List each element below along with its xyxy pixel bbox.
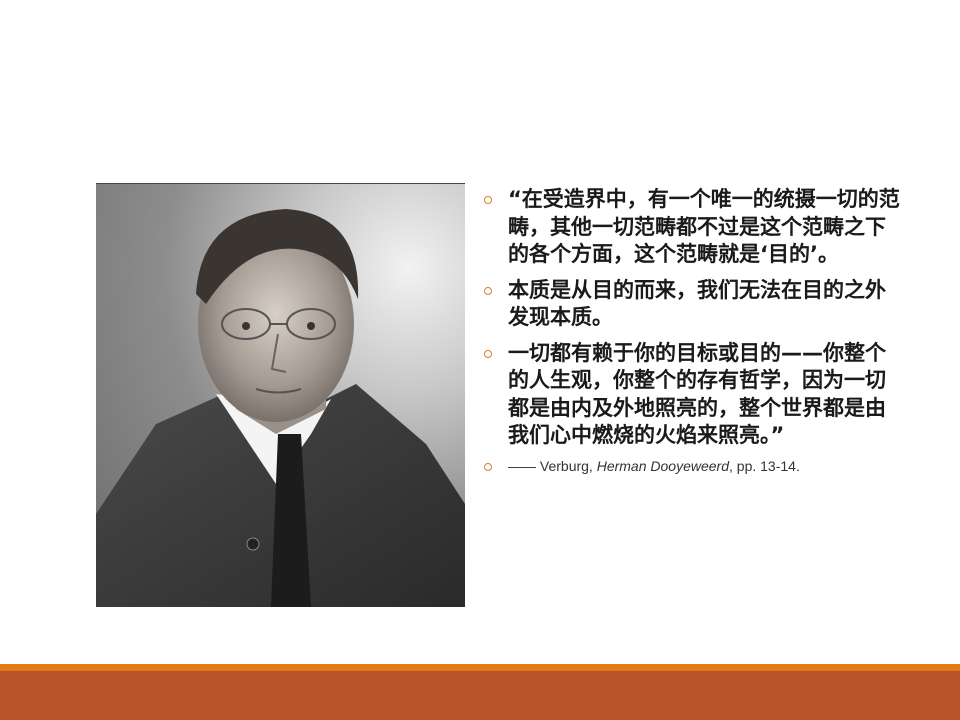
bullet-text: “在受造界中，有一个唯一的统摄一切的范畴，其他一切范畴都不过是这个范畴之下的各个… (508, 187, 900, 266)
bullet-item: 本质是从目的而来，我们无法在目的之外发现本质。 (484, 277, 904, 332)
citation-prefix: —— Verburg, (508, 457, 597, 474)
footer-bar (0, 671, 960, 720)
bullet-circle-icon (484, 286, 492, 295)
bullet-circle-icon (484, 462, 492, 471)
citation-suffix: , pp. 13-14. (729, 457, 800, 474)
citation-item: —— Verburg, Herman Dooyeweerd, pp. 13-14… (484, 458, 904, 474)
citation-title: Herman Dooyeweerd (596, 457, 729, 474)
bullet-item: “在受造界中，有一个唯一的统摄一切的范畴，其他一切范畴都不过是这个范畴之下的各个… (484, 186, 904, 269)
bullet-circle-icon (484, 349, 492, 358)
bullet-text: 一切都有赖于你的目标或目的——你整个的人生观，你整个的存有哲学，因为一切都是由内… (508, 340, 886, 448)
quote-bullet-list: “在受造界中，有一个唯一的统摄一切的范畴，其他一切范畴都不过是这个范畴之下的各个… (484, 186, 904, 474)
bullet-circle-icon (484, 196, 492, 204)
footer-accent-stripe (0, 664, 960, 671)
bullet-item: 一切都有赖于你的目标或目的——你整个的人生观，你整个的存有哲学，因为一切都是由内… (484, 340, 904, 450)
portrait-photo (96, 183, 465, 607)
bullet-text: 本质是从目的而来，我们无法在目的之外发现本质。 (508, 277, 886, 330)
portrait-illustration (96, 209, 465, 607)
